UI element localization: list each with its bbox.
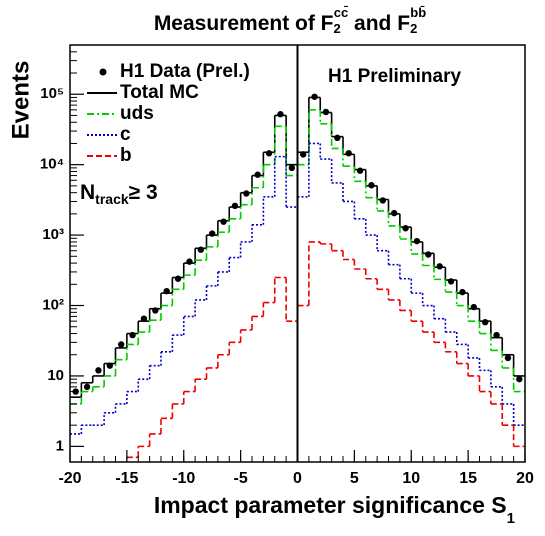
data-point	[459, 288, 466, 296]
data-point	[83, 383, 91, 391]
data-point	[425, 251, 432, 258]
x-tick-label: 0	[293, 470, 302, 487]
y-axis-label: Events	[7, 61, 34, 140]
x-tick-label: -20	[58, 470, 81, 487]
data-point	[334, 134, 341, 142]
x-tick-label: -10	[172, 470, 195, 487]
x-tick-label: -5	[234, 470, 248, 487]
y-tick-label: 10⁵	[40, 85, 64, 102]
data-point	[504, 354, 512, 362]
legend-marker	[99, 68, 107, 76]
histogram-b	[126, 241, 525, 462]
y-tick-label: 10⁴	[40, 156, 64, 173]
legend-label: H1 Data (Prel.)	[120, 61, 250, 82]
legend-label: b	[120, 145, 132, 166]
legend-label: uds	[120, 103, 154, 124]
data-point	[265, 150, 273, 157]
chart-title: Measurement of F2cc̄ and F2bb̄	[154, 5, 426, 36]
data-point	[356, 167, 364, 174]
data-point	[447, 278, 455, 285]
data-point	[345, 150, 352, 157]
y-tick-label: 10³	[42, 226, 64, 243]
x-tick-label: 10	[402, 470, 420, 487]
data-point	[288, 164, 296, 172]
data-point	[220, 218, 227, 225]
data-point	[254, 171, 261, 178]
data-point	[436, 263, 443, 270]
y-tick-label: 10	[47, 367, 64, 384]
legend-label: c	[120, 124, 131, 145]
x-axis-label: Impact parameter significance S1	[154, 492, 515, 527]
data-point	[277, 111, 284, 118]
data-point	[140, 315, 148, 322]
data-point	[379, 197, 387, 204]
histogram-c	[70, 142, 525, 435]
preliminary-label: H1 Preliminary	[328, 66, 461, 87]
data-point	[231, 202, 239, 210]
data-point	[481, 318, 489, 326]
y-tick-label: 10²	[42, 296, 64, 313]
data-point	[174, 275, 182, 282]
x-tick-label: -15	[115, 470, 138, 487]
data-point	[95, 367, 102, 374]
legend-label: Total MC	[120, 82, 199, 103]
data-point	[493, 331, 500, 339]
data-point	[516, 375, 523, 383]
data-point	[117, 341, 125, 348]
x-tick-label: 20	[516, 470, 534, 487]
x-tick-label: 5	[350, 470, 359, 487]
x-tick-label: 15	[459, 470, 477, 487]
data-point	[402, 225, 409, 232]
cut-label: Ntrack≥ 3	[80, 181, 158, 207]
y-tick-label: 1	[56, 437, 64, 454]
